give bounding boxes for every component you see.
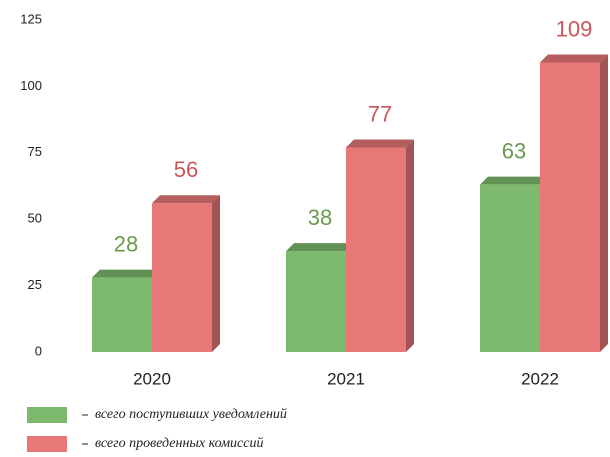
x-tick-label: 2020 <box>133 369 171 388</box>
value-label: 56 <box>174 157 198 182</box>
y-tick-label: 25 <box>28 277 42 292</box>
bar-top <box>540 54 608 63</box>
bar-top <box>92 269 160 278</box>
bar-top <box>346 139 414 148</box>
bar <box>92 277 152 352</box>
value-label: 63 <box>502 138 526 163</box>
bar <box>346 147 406 352</box>
bar <box>286 251 346 352</box>
y-tick-label: 125 <box>20 11 42 26</box>
bar-top <box>480 176 548 185</box>
bar-side <box>406 139 414 352</box>
legend-swatch <box>27 436 67 452</box>
legend-swatch <box>27 407 67 423</box>
legend-label: всего поступивших уведомлений <box>95 407 287 422</box>
bar-side <box>212 195 220 352</box>
bar-side <box>600 54 608 352</box>
x-tick-label: 2021 <box>327 369 365 388</box>
bar-top <box>152 195 220 204</box>
legend-label: всего проведенных комиссий <box>95 436 263 451</box>
bar <box>152 203 212 352</box>
y-tick-label: 0 <box>35 343 42 358</box>
bar <box>480 184 540 352</box>
bar-top <box>286 243 354 252</box>
value-label: 77 <box>368 101 392 126</box>
value-label: 38 <box>308 205 332 230</box>
x-tick-label: 2022 <box>521 369 559 388</box>
value-label: 28 <box>114 231 138 256</box>
bar <box>540 62 600 352</box>
y-tick-label: 50 <box>28 211 42 226</box>
y-tick-label: 100 <box>20 78 42 93</box>
y-tick-label: 75 <box>28 144 42 159</box>
value-label: 109 <box>556 16 593 41</box>
